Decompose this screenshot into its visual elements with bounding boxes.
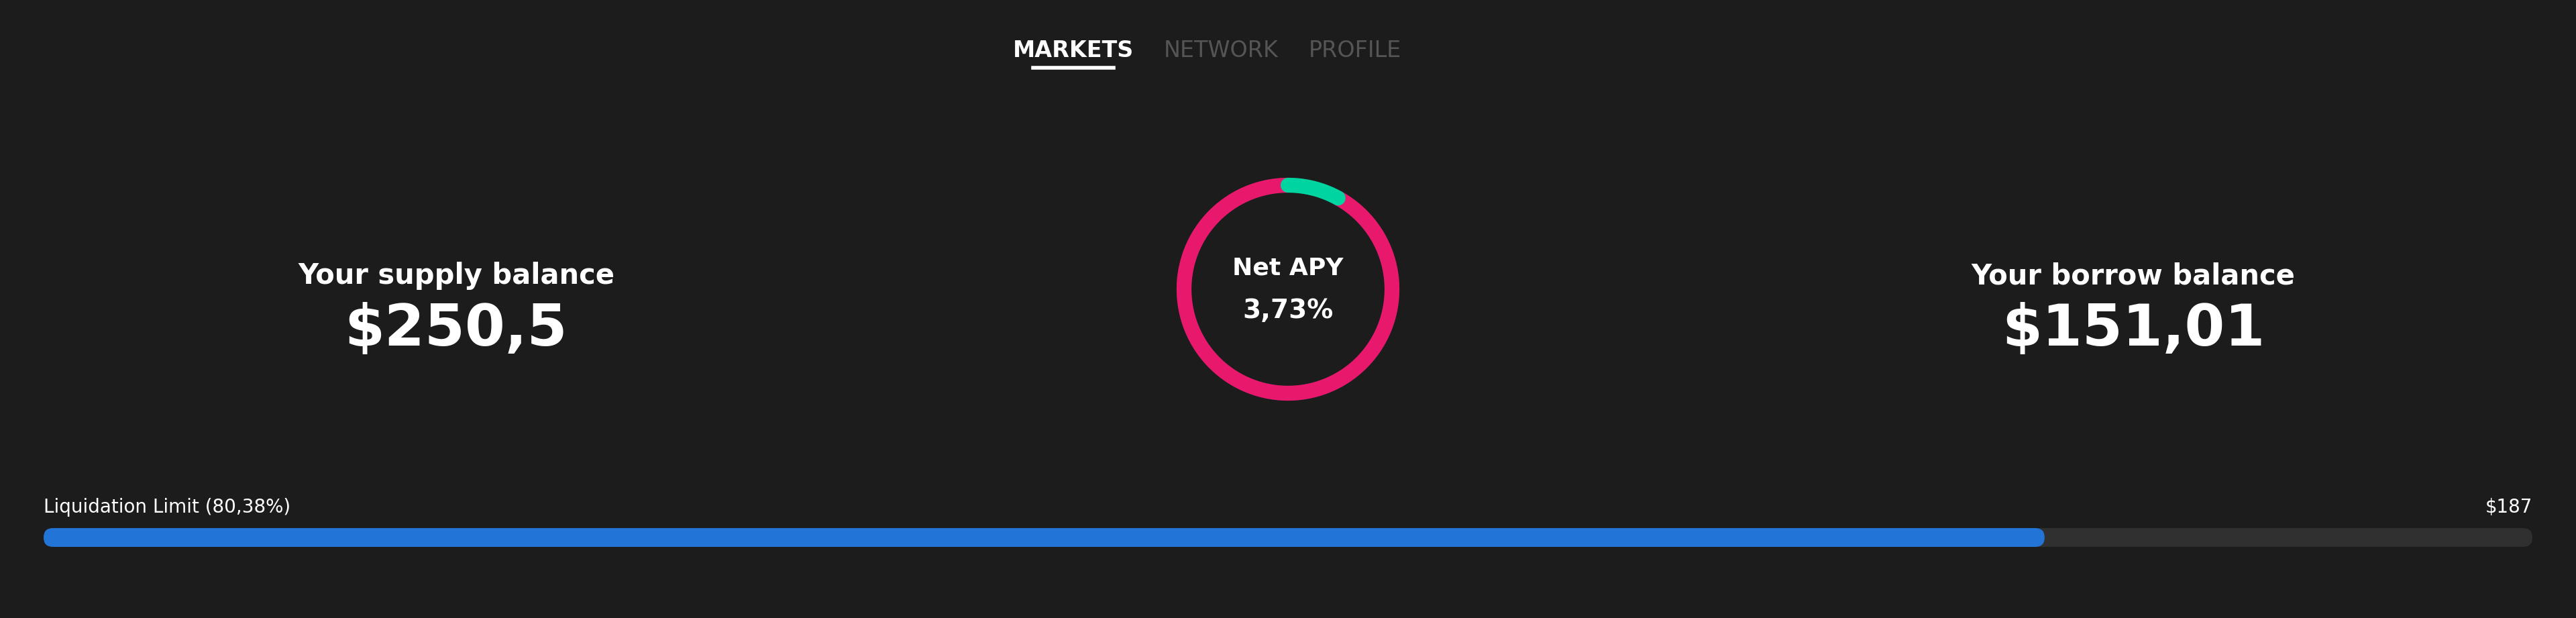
Text: PROFILE: PROFILE: [1309, 40, 1401, 62]
Text: NETWORK: NETWORK: [1164, 40, 1278, 62]
Text: 3,73%: 3,73%: [1242, 298, 1334, 323]
Text: $151,01: $151,01: [2002, 302, 2264, 357]
FancyBboxPatch shape: [44, 528, 2532, 547]
Text: $187: $187: [2486, 498, 2532, 517]
FancyBboxPatch shape: [44, 528, 2045, 547]
Text: MARKETS: MARKETS: [1012, 40, 1133, 62]
Text: Liquidation Limit (80,38%): Liquidation Limit (80,38%): [44, 498, 291, 517]
Text: $250,5: $250,5: [345, 302, 567, 357]
Text: Net APY: Net APY: [1231, 256, 1345, 279]
Text: Your borrow balance: Your borrow balance: [1971, 261, 2295, 290]
Text: Your supply balance: Your supply balance: [299, 261, 616, 290]
